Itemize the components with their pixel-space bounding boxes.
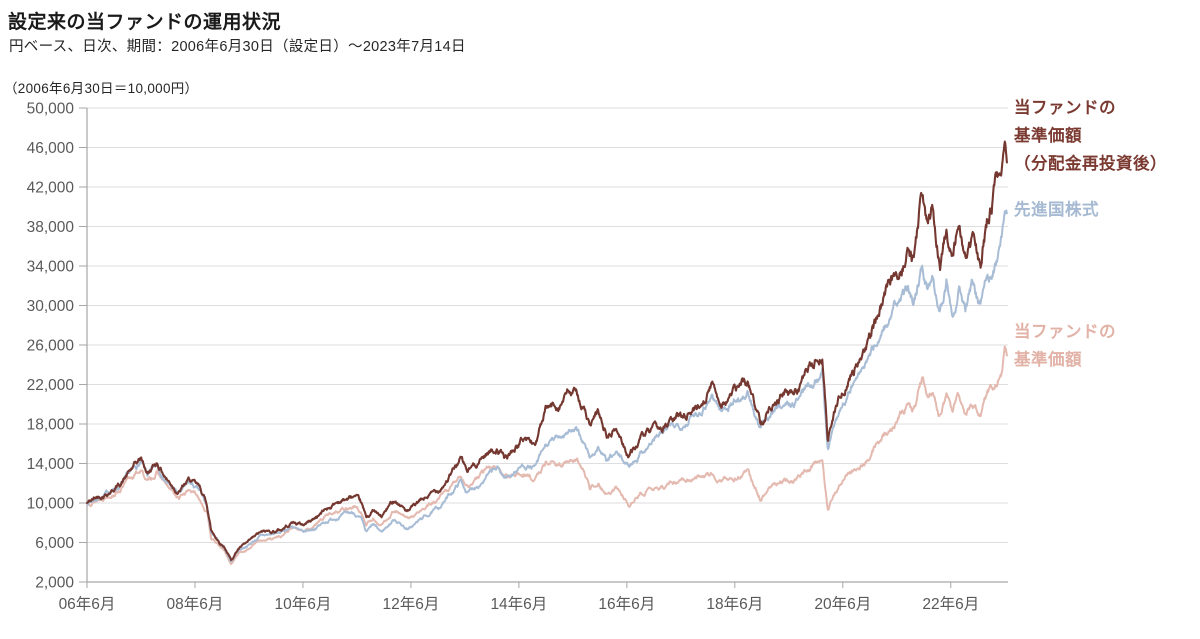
legend-label-line: 当ファンドの [1014, 323, 1116, 341]
series-line-fund-nav-reinvested [85, 140, 1008, 562]
y-tick-label: 30,000 [27, 298, 75, 315]
x-tick-label: 12年6月 [382, 595, 439, 613]
legend-label-line: 基準価額 [1014, 351, 1082, 369]
y-tick-label: 50,000 [27, 101, 75, 118]
y-tick-label: 2,000 [35, 575, 74, 592]
y-tick-label: 42,000 [27, 180, 75, 197]
axis-unit-note: （2006年6月30日＝10,000円） [4, 81, 199, 96]
x-tick-label: 16年6月 [598, 595, 655, 613]
y-tick-label: 18,000 [27, 417, 75, 434]
series-line-fund-nav [86, 345, 1008, 566]
series-line-developed-market-equities [86, 209, 1008, 563]
x-tick-label: 06年6月 [59, 595, 116, 613]
legend-label-line: （分配金再投資後） [1014, 155, 1167, 173]
x-tick-label: 10年6月 [275, 595, 332, 613]
page-title: 設定来の当ファンドの運用状況 [8, 12, 282, 33]
y-tick-label: 34,000 [27, 259, 75, 276]
y-tick-label: 14,000 [27, 456, 75, 473]
legend-fund-nav: 当ファンドの 基準価額 [1014, 318, 1116, 374]
x-tick-label: 14年6月 [490, 595, 547, 613]
x-tick-label: 22年6月 [922, 595, 979, 613]
y-tick-label: 26,000 [27, 338, 75, 355]
page-subtitle: 円ベース、日次、期間：2006年6月30日（設定日）～2023年7月14日 [9, 39, 466, 55]
legend-label-line: 基準価額 [1014, 127, 1082, 145]
legend-developed-market-equities: 先進国株式 [1014, 196, 1099, 224]
x-tick-label: 18年6月 [706, 595, 763, 613]
x-tick-label: 20年6月 [814, 595, 871, 613]
legend-label-line: 先進国株式 [1014, 201, 1099, 219]
y-tick-label: 38,000 [27, 219, 75, 236]
y-tick-label: 46,000 [27, 140, 75, 157]
y-tick-label: 10,000 [27, 496, 75, 513]
legend-label-line: 当ファンドの [1014, 99, 1116, 117]
y-tick-label: 6,000 [35, 535, 74, 552]
y-tick-label: 22,000 [27, 377, 75, 394]
x-tick-label: 08年6月 [167, 595, 224, 613]
legend-fund-nav-reinvested: 当ファンドの 基準価額 （分配金再投資後） [1014, 94, 1167, 178]
